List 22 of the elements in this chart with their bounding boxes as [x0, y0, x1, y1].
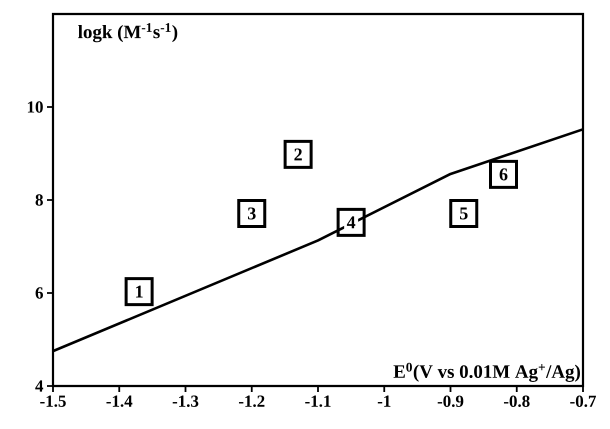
- y-axis-title: logk (M$^{-1}$s$^{-1}$): [78, 23, 178, 42]
- x-tick-label: -0.7: [570, 396, 596, 408]
- x-tick-label: -1: [378, 396, 390, 407]
- x-tick-label: -1.5: [40, 396, 66, 407]
- x-axis-title: E$^{0}$(V vs 0.01M Ag$^{+}$/Ag): [394, 362, 580, 382]
- annotation: 4: [346, 216, 356, 228]
- annotation: 2: [294, 148, 302, 160]
- x-tick-label: -1.3: [172, 396, 198, 407]
- y-tick-label: 8: [36, 194, 43, 206]
- x-tick-label: -1.4: [106, 396, 132, 407]
- x-tick-label: -0.9: [438, 396, 464, 408]
- x-tick-label: -0.8: [504, 396, 530, 408]
- y-tick-label: 4: [35, 380, 44, 392]
- x-tick-label: -1.1: [305, 396, 331, 407]
- annotation: 6: [500, 168, 508, 180]
- point: [124, 277, 154, 306]
- x-tick-label: -1.2: [238, 396, 264, 407]
- annotation: 1: [136, 286, 143, 298]
- annotation: 5: [460, 208, 468, 220]
- y-tick-label: 6: [36, 287, 43, 299]
- annotation: 3: [248, 207, 256, 220]
- y-tick-label: 10: [28, 101, 43, 113]
